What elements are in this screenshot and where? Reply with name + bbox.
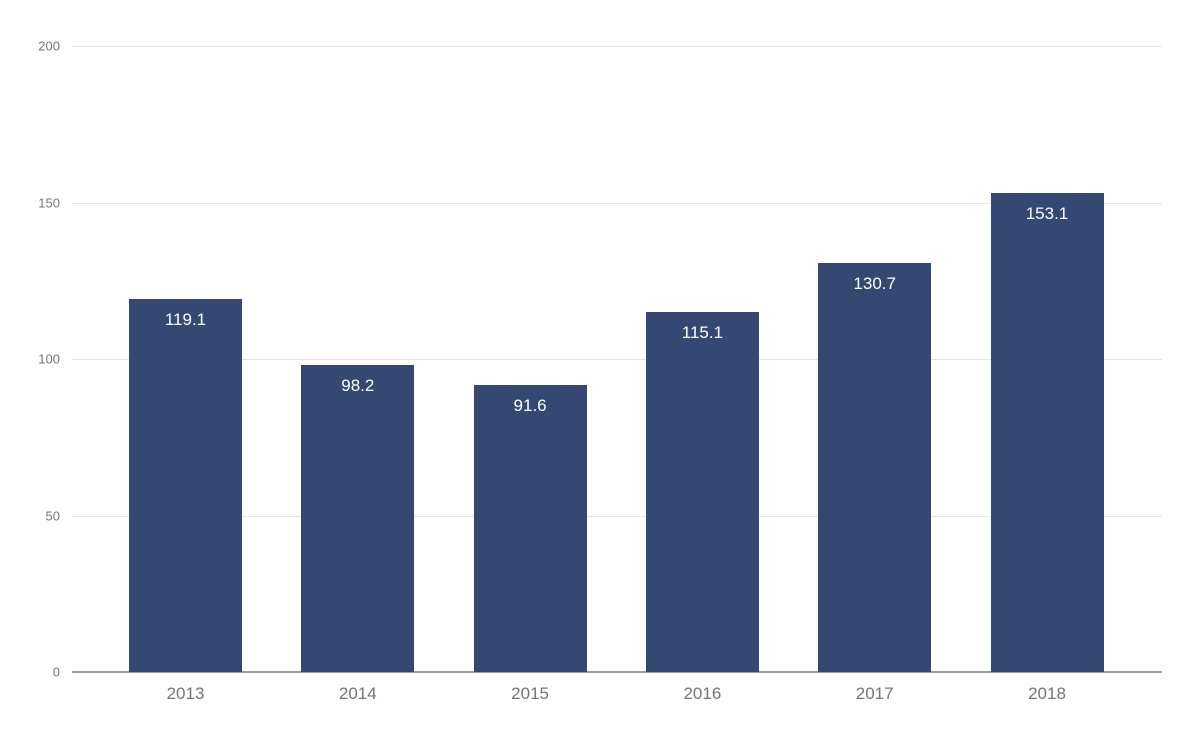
bar-2016[interactable]: 115.1 [645,311,759,672]
x-tick-label: 2017 [855,684,894,703]
bar-value-label: 91.6 [513,396,547,416]
bar-2013[interactable]: 119.1 [129,299,242,672]
x-tick-label: 2013 [166,684,205,703]
bar-value-label: 153.1 [1025,203,1069,223]
x-tick-label: 2015 [511,684,549,703]
gridline [72,202,1162,204]
bar-value-label: 98.2 [341,375,375,395]
bar-2018[interactable]: 153.1 [990,192,1104,672]
bar-2014[interactable]: 98.2 [301,364,415,672]
x-tick-label: 2014 [338,684,377,703]
gridline [72,46,1162,47]
x-tick-label: 2016 [683,684,722,703]
bar-2015[interactable]: 91.6 [473,385,587,672]
y-tick-label: 200 [38,38,60,54]
plot-area: 0 50 100 150 200 119.1 2013 98.2 2014 91.6 2015 115… [38,40,1162,703]
bar-value-label: 119.1 [164,310,207,330]
x-tick-label: 2018 [1028,684,1066,703]
x-axis-line [72,671,1162,673]
y-tick-label: 0 [52,664,60,680]
y-tick-label: 50 [45,508,60,523]
gridline [72,515,1162,517]
gridline [72,359,1162,360]
bar-value-label: 130.7 [853,273,896,293]
y-tick-label: 150 [38,195,60,210]
bar-2017[interactable]: 130.7 [818,262,932,672]
y-tick-label: 100 [38,351,60,367]
bar-value-label: 115.1 [681,322,724,342]
